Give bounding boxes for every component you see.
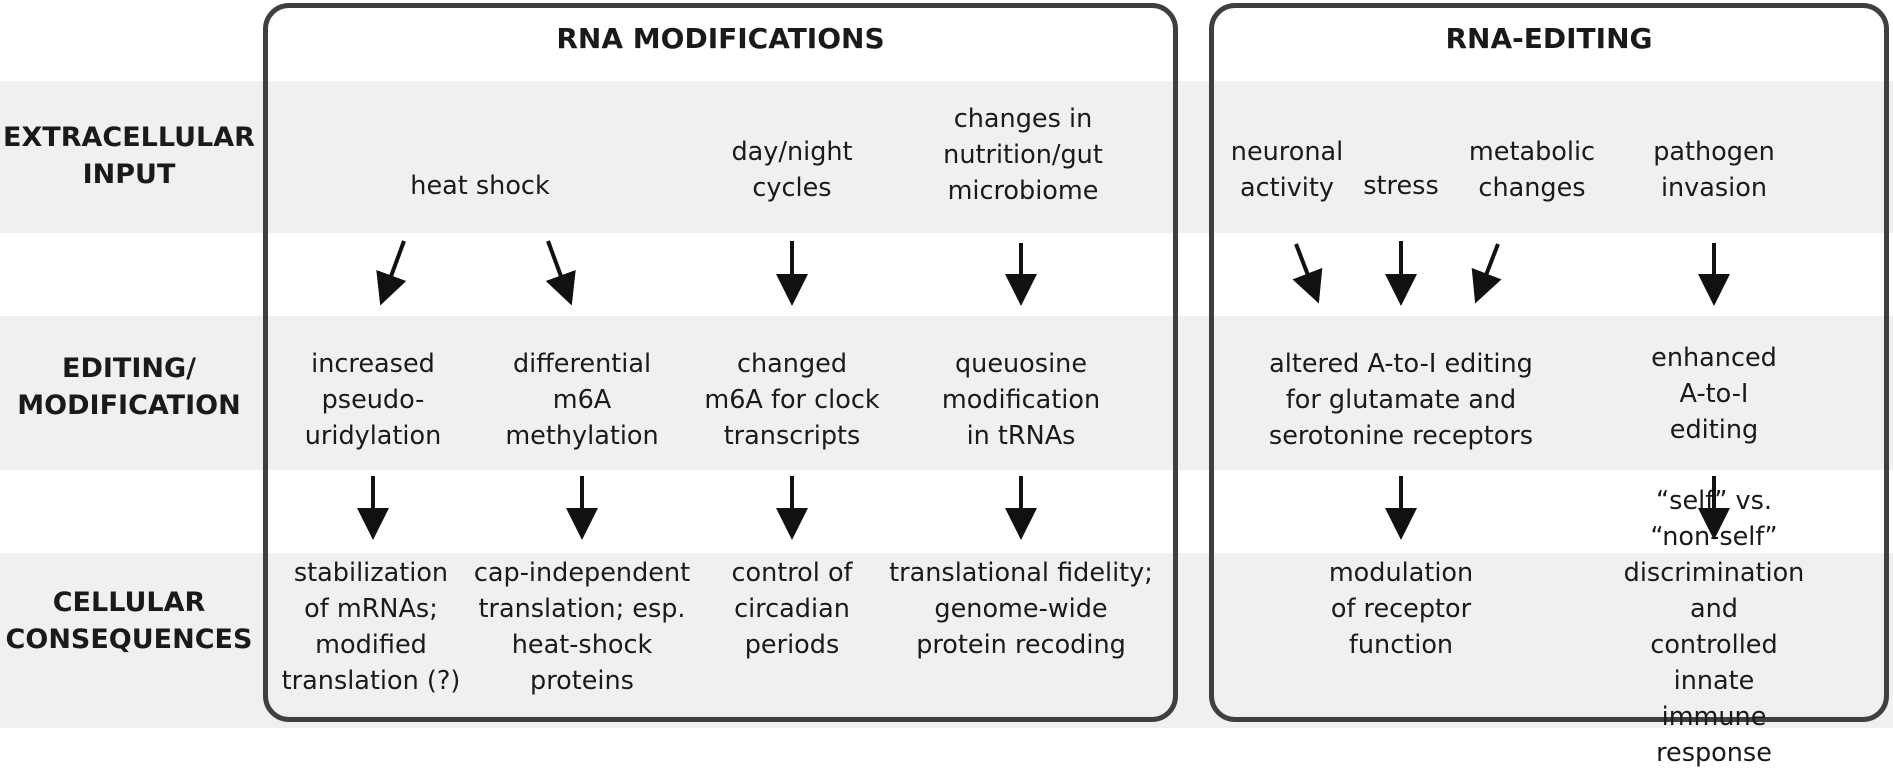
mod-input-day-night: day/night cycles — [731, 137, 853, 203]
band-input — [0, 81, 1893, 233]
edit-edit-altered-a-to-i: altered A-to-I editing for glutamate and… — [1268, 349, 1534, 451]
mod-edit-pseudouridylation: increased pseudo- uridylation — [304, 349, 442, 451]
band-editing — [0, 316, 1893, 470]
mod-cons-fidelity: translational fidelity; genome-wide prot… — [889, 558, 1153, 660]
panel-rna-editing — [1209, 3, 1889, 722]
arrow-neuronal-to-altered — [1292, 243, 1323, 304]
mod-cons-cap-independent: cap-independent translation; esp. heat-s… — [473, 558, 691, 696]
mod-edit-m6a-clock: changed m6A for clock transcripts — [704, 349, 880, 451]
edit-input-pathogen: pathogen invasion — [1653, 137, 1775, 203]
mod-edit-m6a-methylation: differential m6A methylation — [505, 349, 659, 451]
arrow-heat-shock-to-m6a — [545, 240, 576, 306]
row-label-editing: EDITING/ MODIFICATION — [17, 353, 241, 421]
edit-cons-receptor: modulation of receptor function — [1328, 558, 1474, 660]
band-consequences — [0, 553, 1893, 728]
edit-input-metabolic: metabolic changes — [1468, 137, 1596, 203]
mod-edit-queuosine: queuosine modification in tRNAs — [941, 349, 1101, 451]
mod-input-heat-shock: heat shock — [410, 171, 550, 201]
edit-input-neuronal: neuronal activity — [1230, 137, 1344, 203]
mod-cons-circadian: control of circadian periods — [731, 558, 853, 660]
panel-title-editing: RNA-EDITING — [1445, 22, 1653, 55]
row-label-input: EXTRACELLULAR INPUT — [3, 122, 255, 190]
panel-rna-modifications — [263, 3, 1178, 722]
mod-cons-stabilization: stabilization of mRNAs; modified transla… — [281, 558, 461, 696]
row-label-consequences: CELLULAR CONSEQUENCES — [5, 587, 253, 655]
arrow-heat-shock-to-pseudouridylation — [376, 240, 407, 306]
edit-edit-enhanced-a-to-i: enhanced A-to-I editing — [1651, 343, 1777, 445]
panel-title-modifications: RNA MODIFICATIONS — [556, 22, 885, 55]
flow-arrows — [357, 240, 1730, 540]
arrow-metabolic-to-altered — [1471, 243, 1502, 304]
edit-input-stress: stress — [1363, 171, 1439, 201]
mod-input-nutrition: changes in nutrition/gut microbiome — [943, 104, 1103, 206]
